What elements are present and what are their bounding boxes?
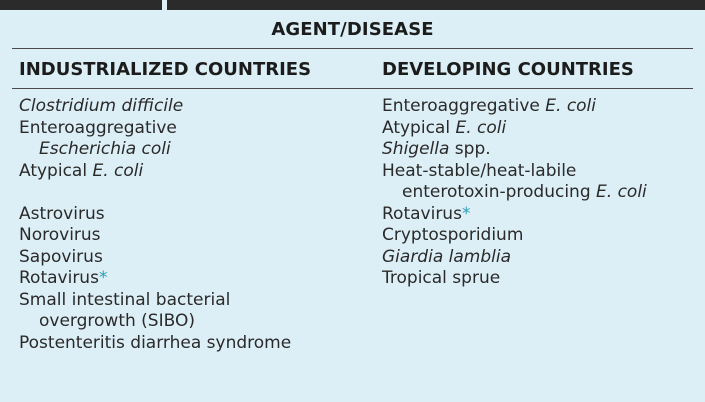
item-text: Norovirus (19, 225, 101, 245)
item-text: Escherichia coli (39, 139, 171, 159)
list-item-enteroaggregative-e-coli: Enteroaggregative E. coli (382, 96, 647, 118)
list-item-heat-stable: Heat-stable/heat-labile (382, 161, 647, 183)
list-item-atypical-e-coli: Atypical E. coli (19, 161, 291, 183)
item-text-italic: E. coli (92, 160, 144, 181)
top-border-segment-right (167, 0, 705, 10)
item-text: Tropical sprue (382, 268, 501, 288)
list-item-clostridium-difficile: Clostridium difficile (19, 96, 291, 118)
item-text-italic: E. coli (455, 117, 507, 138)
footnote-asterisk: * (461, 203, 471, 224)
item-text: Enteroaggregative (382, 96, 546, 116)
heading-divider (12, 88, 693, 89)
list-item-shigella: Shigella spp. (382, 139, 647, 161)
top-border-bar (0, 0, 705, 10)
industrialized-list: Clostridium difficile Enteroaggregative … (19, 96, 291, 354)
title-divider (12, 48, 693, 49)
item-text: Atypical (19, 160, 93, 181)
list-item-sibo-continued: overgrowth (SIBO) (19, 311, 291, 333)
list-item-escherichia-coli: Escherichia coli (19, 139, 291, 161)
list-item-atypical-e-coli: Atypical E. coli (382, 118, 647, 140)
item-text: Cryptosporidium (382, 225, 524, 245)
item-text: Astrovirus (19, 203, 105, 224)
list-item-enteroaggregative: Enteroaggregative (19, 118, 291, 140)
list-item-postenteritis: Postenteritis diarrhea syndrome (19, 333, 291, 355)
list-item-giardia-lamblia: Giardia lamblia (382, 247, 647, 269)
column-heading-developing: DEVELOPING COUNTRIES (382, 59, 634, 80)
item-text: Clostridium difficile (19, 96, 184, 116)
list-item-rotavirus: Rotavirus* (382, 204, 647, 226)
item-text: Atypical (382, 117, 456, 138)
list-item-sapovirus: Sapovirus (19, 247, 291, 269)
item-text: Enteroaggregative (19, 117, 177, 138)
list-item-norovirus: Norovirus (19, 225, 291, 247)
list-item-enterotoxin-producing: enterotoxin-producing E. coli (382, 182, 647, 204)
group-spacer (19, 182, 291, 204)
developing-list: Enteroaggregative E. coli Atypical E. co… (382, 96, 647, 290)
list-item-rotavirus: Rotavirus* (19, 268, 291, 290)
item-text: overgrowth (SIBO) (39, 311, 195, 331)
footnote-asterisk: * (98, 268, 108, 288)
item-text: enterotoxin-producing (402, 182, 597, 202)
item-text: Postenteritis diarrhea syndrome (19, 332, 292, 353)
item-text-italic: Shigella (382, 139, 450, 159)
item-text: Small intestinal bacterial (19, 289, 231, 310)
item-text: Rotavirus (19, 268, 99, 288)
item-text-italic: E. coli (596, 182, 647, 202)
item-text: Sapovirus (19, 246, 103, 267)
item-text: Heat-stable/heat-labile (382, 160, 577, 181)
table-title: AGENT/DISEASE (271, 18, 434, 40)
list-item-tropical-sprue: Tropical sprue (382, 268, 647, 290)
item-text: spp. (449, 139, 491, 159)
list-item-cryptosporidium: Cryptosporidium (382, 225, 647, 247)
list-item-sibo: Small intestinal bacterial (19, 290, 291, 312)
item-text: Rotavirus (382, 203, 462, 224)
list-item-astrovirus: Astrovirus (19, 204, 291, 226)
column-heading-industrialized: INDUSTRIALIZED COUNTRIES (19, 59, 312, 80)
item-text-italic: E. coli (545, 96, 597, 116)
top-border-segment-left (0, 0, 162, 10)
item-text-italic: Giardia lamblia (382, 246, 511, 267)
